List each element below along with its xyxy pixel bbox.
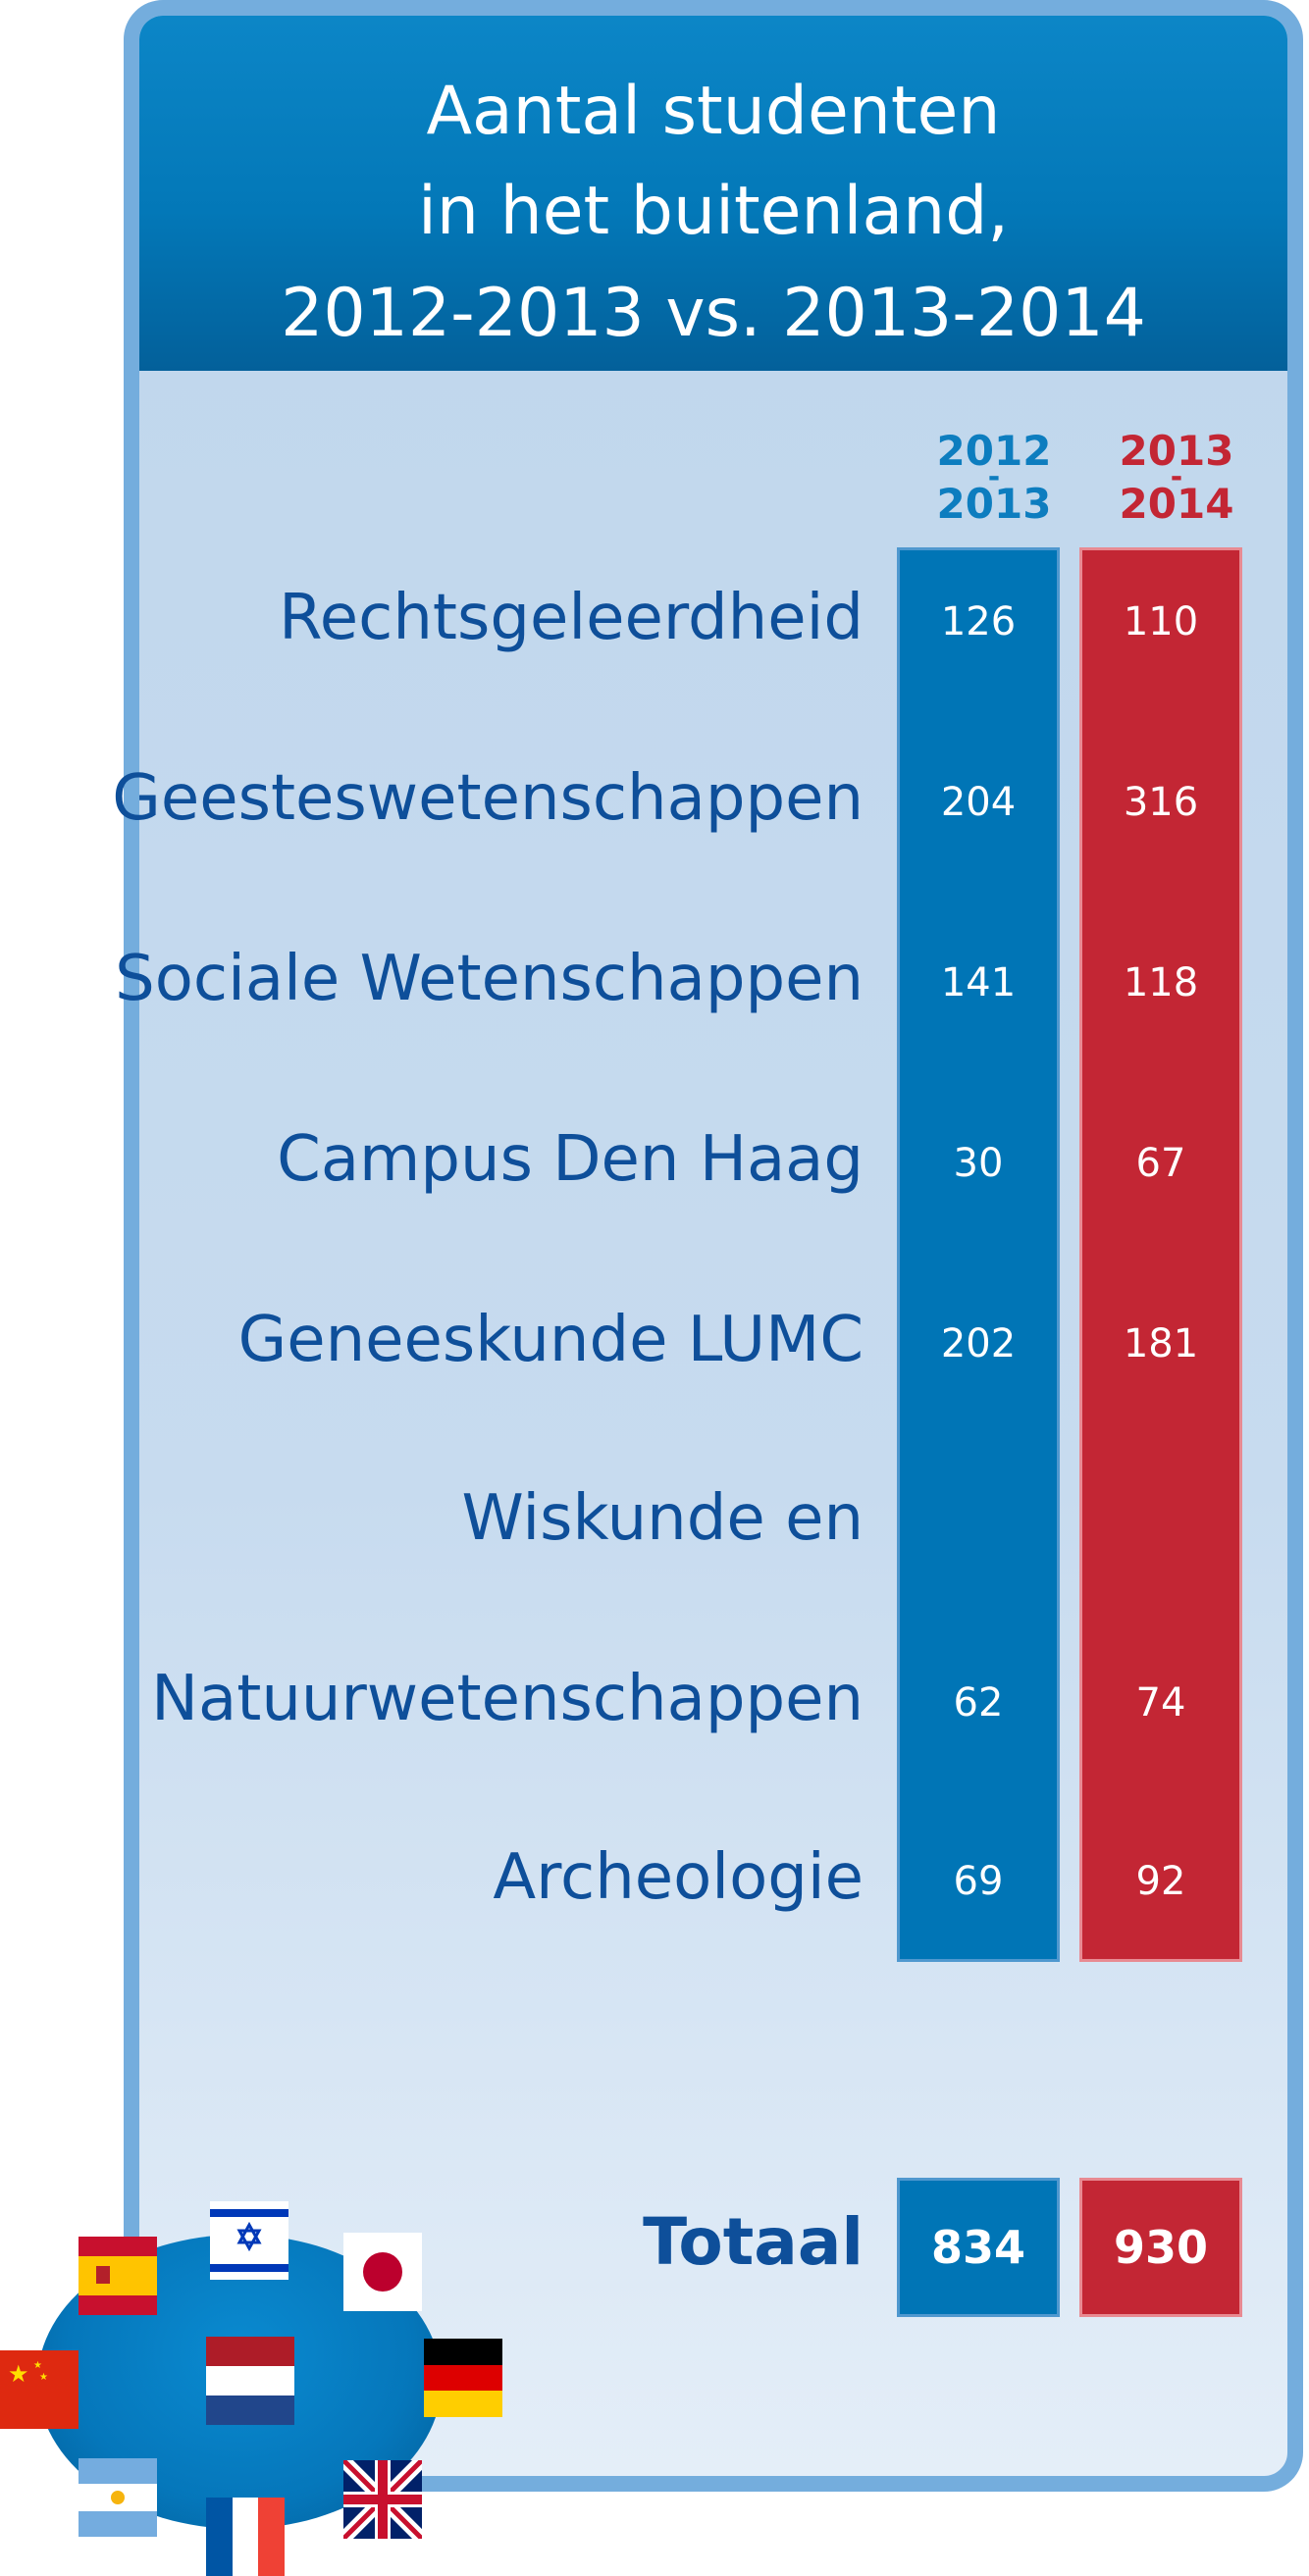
title-line-2: in het buitenland, bbox=[417, 173, 1009, 250]
israel-flag-icon bbox=[210, 2201, 288, 2280]
germany-flag-icon bbox=[424, 2339, 502, 2417]
column-header-bottom: 2014 bbox=[1119, 480, 1234, 528]
column-header-2013-2014: 2013 - 2014 bbox=[1095, 428, 1258, 528]
title-line-3: 2012-2013 vs. 2013-2014 bbox=[281, 275, 1146, 352]
row-label: Campus Den Haag bbox=[277, 1123, 864, 1196]
china-flag-icon: ★ ★ ★ bbox=[0, 2350, 79, 2429]
svg-text:★: ★ bbox=[39, 2372, 48, 2383]
value-2012-2013: 69 bbox=[953, 1859, 1004, 1904]
value-2013-2014: 181 bbox=[1123, 1321, 1199, 1366]
japan-flag-icon bbox=[343, 2233, 422, 2311]
total-2013-2014: 930 bbox=[1079, 2178, 1242, 2317]
france-flag-icon bbox=[206, 2498, 285, 2576]
column-header-top: 2012 bbox=[936, 427, 1052, 475]
column-header-top: 2013 bbox=[1119, 427, 1234, 475]
value-2012-2013: 62 bbox=[953, 1680, 1004, 1726]
value-2012-2013: 30 bbox=[953, 1141, 1004, 1186]
row-label: Archeologie bbox=[493, 1841, 864, 1914]
value-2013-2014: 110 bbox=[1123, 599, 1199, 644]
spain-flag-icon bbox=[79, 2237, 157, 2315]
svg-text:★: ★ bbox=[33, 2360, 42, 2371]
title-line-1: Aantal studenten bbox=[426, 73, 1001, 150]
netherlands-flag-icon bbox=[206, 2337, 294, 2425]
total-label: Totaal bbox=[643, 2204, 864, 2280]
argentina-flag-icon bbox=[79, 2458, 157, 2537]
row-label: Sociale Wetenschappen bbox=[115, 943, 864, 1015]
value-2012-2013: 126 bbox=[940, 599, 1017, 644]
total-2012-2013: 834 bbox=[897, 2178, 1060, 2317]
value-2012-2013: 141 bbox=[940, 960, 1017, 1005]
value-2012-2013: 204 bbox=[940, 780, 1017, 825]
value-2013-2014: 67 bbox=[1135, 1141, 1186, 1186]
column-bar-2012-2013 bbox=[897, 547, 1060, 1962]
title-banner: Aantal studenten in het buitenland, 2012… bbox=[139, 16, 1287, 371]
column-header-2012-2013: 2012 - 2013 bbox=[913, 428, 1075, 528]
value-2013-2014: 118 bbox=[1123, 960, 1199, 1005]
value-2012-2013: 202 bbox=[940, 1321, 1017, 1366]
row-label: Natuurwetenschappen bbox=[151, 1663, 864, 1735]
row-label: Geneeskunde LUMC bbox=[237, 1304, 864, 1376]
row-label: Rechtsgeleerdheid bbox=[279, 582, 864, 654]
value-2013-2014: 74 bbox=[1135, 1680, 1186, 1726]
uk-flag-icon bbox=[343, 2460, 422, 2539]
row-label: Wiskunde en bbox=[461, 1482, 864, 1555]
svg-text:★: ★ bbox=[8, 2360, 29, 2388]
value-2013-2014: 316 bbox=[1123, 780, 1199, 825]
column-bar-2013-2014 bbox=[1079, 547, 1242, 1962]
value-2013-2014: 92 bbox=[1135, 1859, 1186, 1904]
column-header-bottom: 2013 bbox=[936, 480, 1052, 528]
row-label: Geesteswetenschappen bbox=[112, 762, 864, 835]
